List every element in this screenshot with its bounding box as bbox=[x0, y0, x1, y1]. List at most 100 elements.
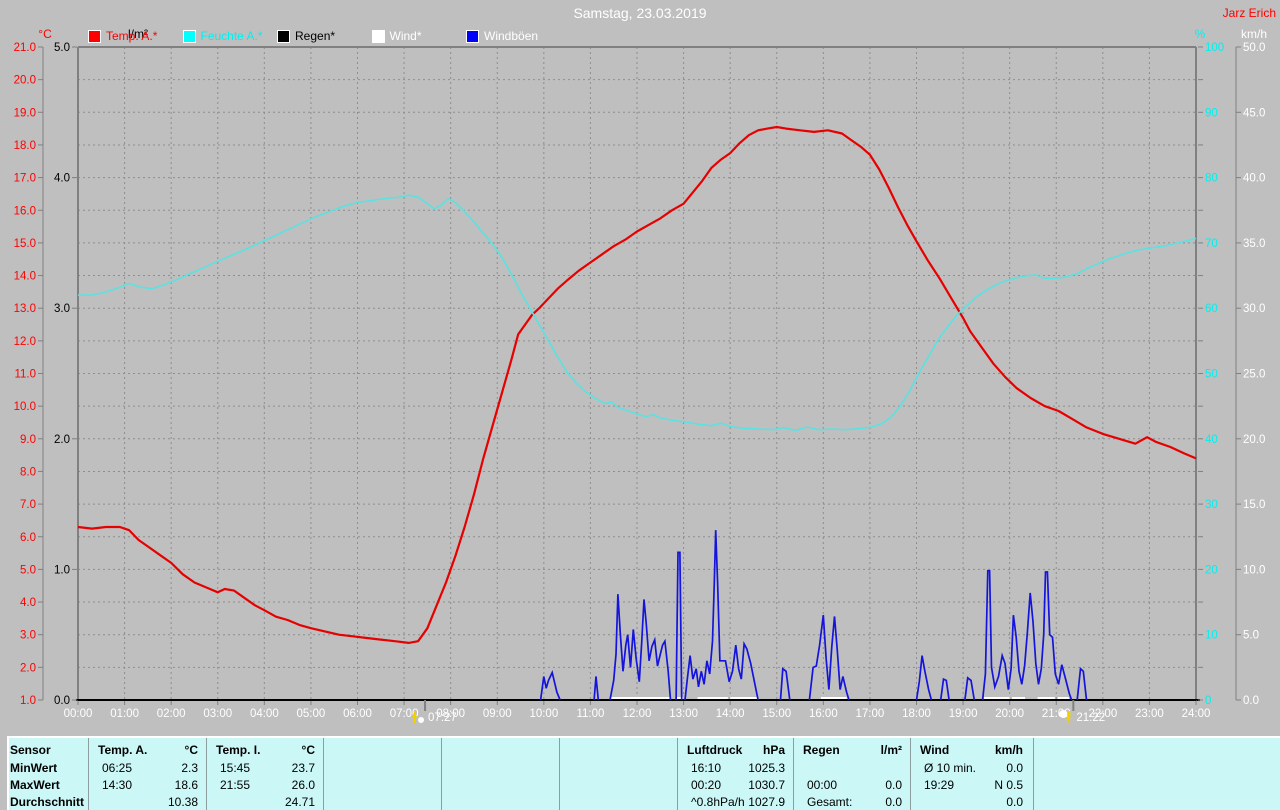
temp-axis-label: 20.0 bbox=[14, 75, 36, 87]
humidity-axis-label: 30 bbox=[1205, 499, 1218, 511]
axis-unit-rain: l/m² bbox=[128, 27, 148, 41]
legend-item-3: Wind* bbox=[371, 29, 422, 43]
rain-axis-label: 4.0 bbox=[54, 173, 70, 185]
hour-label: 08:00 bbox=[436, 708, 465, 720]
hour-label: 09:00 bbox=[483, 708, 512, 720]
hour-label: 07:00 bbox=[390, 708, 419, 720]
temp-axis-label: 3.0 bbox=[20, 630, 36, 642]
wind-axis-label: 35.0 bbox=[1243, 238, 1265, 250]
table-col-unit: °C bbox=[184, 743, 198, 757]
table-col-unit: °C bbox=[301, 743, 315, 757]
table-row-label: MinWert bbox=[10, 761, 58, 775]
table-cell-value: 1027.9 bbox=[748, 795, 785, 809]
gusts-series-line bbox=[684, 530, 759, 701]
table-cell-time: Ø 10 min. bbox=[924, 761, 977, 775]
axis-unit-humidity: % bbox=[1194, 27, 1206, 41]
weather-chart: 1.0 2.0 3.0 4.0 5.0 6.0 7.0 8.0 9.0 10.0 11.0 12.0 1… bbox=[14, 42, 1266, 724]
humidity-axis-label: 50 bbox=[1205, 369, 1218, 381]
table-column-divider bbox=[88, 738, 89, 810]
table-col-unit: l/m² bbox=[880, 743, 902, 757]
table-cell-value: 0.0 bbox=[885, 795, 902, 809]
table-cell-value: 2.3 bbox=[181, 761, 198, 775]
hour-label: 19:00 bbox=[949, 708, 978, 720]
gusts-series-line bbox=[915, 655, 933, 701]
wind-axis-label: 0.0 bbox=[1243, 695, 1259, 707]
humidity-axis-label: 90 bbox=[1205, 107, 1218, 119]
moon-icon bbox=[1059, 710, 1068, 718]
hour-label: 16:00 bbox=[809, 708, 838, 720]
table-column-divider bbox=[677, 738, 678, 810]
humidity-axis-label: 10 bbox=[1205, 630, 1218, 642]
temp-series-line bbox=[77, 125, 1197, 645]
table-cell-time: 06:25 bbox=[102, 761, 133, 775]
axis-unit-wind: km/h bbox=[1240, 27, 1267, 41]
table-col-header: Regen bbox=[803, 743, 840, 757]
hour-label: 02:00 bbox=[157, 708, 186, 720]
table-cell-value: 1030.7 bbox=[748, 778, 785, 792]
table-cell-value: 0.0 bbox=[1006, 795, 1023, 809]
table-column-divider bbox=[206, 738, 207, 810]
hour-label: 15:00 bbox=[762, 708, 791, 720]
station-author: Jarz Erich bbox=[1222, 6, 1276, 20]
sunrise-time-label: 07:27 bbox=[428, 712, 457, 724]
hour-label: 24:00 bbox=[1182, 708, 1211, 720]
temp-axis-label: 14.0 bbox=[14, 271, 36, 283]
hour-label: 12:00 bbox=[623, 708, 652, 720]
gusts-series-line bbox=[779, 667, 791, 701]
gusts-series-line bbox=[964, 676, 976, 701]
table-col-unit: hPa bbox=[762, 743, 785, 757]
rain-axis-label: 3.0 bbox=[54, 303, 70, 315]
sunrise-icon bbox=[412, 711, 418, 717]
temp-axis-label: 21.0 bbox=[14, 42, 36, 54]
temp-axis-label: 2.0 bbox=[20, 662, 36, 674]
humidity-axis-label: 70 bbox=[1205, 238, 1218, 250]
table-cell-value: 23.7 bbox=[291, 761, 315, 775]
page-title: Samstag, 23.03.2019 bbox=[573, 5, 707, 21]
wind-axis-label: 50.0 bbox=[1243, 42, 1265, 54]
table-cell-time: 00:00 bbox=[807, 778, 838, 792]
gusts-series-line bbox=[609, 594, 672, 701]
wind-axis-label: 15.0 bbox=[1243, 499, 1265, 511]
table-col-header: Luftdruck bbox=[687, 743, 743, 757]
hour-label: 22:00 bbox=[1088, 708, 1117, 720]
legend-swatch-icon bbox=[182, 29, 196, 43]
temp-axis-label: 6.0 bbox=[20, 532, 36, 544]
temp-axis-label: 12.0 bbox=[14, 336, 36, 348]
table-cell-time: Gesamt: bbox=[807, 795, 853, 809]
info-table: Sensor MinWert MaxWert Durchschnitt Temp. A.… bbox=[7, 736, 1280, 810]
temp-axis-label: 10.0 bbox=[14, 401, 36, 413]
table-column-divider bbox=[1033, 738, 1034, 810]
hour-label: 04:00 bbox=[250, 708, 279, 720]
humidity-axis-label: 20 bbox=[1205, 564, 1218, 576]
wind-axis-label: 20.0 bbox=[1243, 434, 1265, 446]
hour-label: 03:00 bbox=[203, 708, 232, 720]
table-cell-time: 16:10 bbox=[691, 761, 722, 775]
hour-label: 10:00 bbox=[529, 708, 558, 720]
legend-item-4: Windböen bbox=[466, 29, 538, 43]
hour-label: 18:00 bbox=[902, 708, 931, 720]
temp-axis-label: 15.0 bbox=[14, 238, 36, 250]
temp-axis-label: 5.0 bbox=[20, 564, 36, 576]
rain-axis-label: 1.0 bbox=[54, 564, 70, 576]
humidity-axis-label: 100 bbox=[1205, 42, 1224, 54]
legend-label: Windböen bbox=[484, 29, 539, 43]
hour-label: 23:00 bbox=[1135, 708, 1164, 720]
humidity-axis-label: 60 bbox=[1205, 303, 1218, 315]
table-cell-time: 15:45 bbox=[220, 761, 251, 775]
legend-label: Wind* bbox=[389, 29, 422, 43]
table-row-label: Sensor bbox=[10, 743, 51, 757]
humidity-axis-label: 0 bbox=[1205, 695, 1211, 707]
temp-axis-label: 4.0 bbox=[20, 597, 36, 609]
table-column-divider bbox=[559, 738, 560, 810]
legend-item-0: Temp. A.* bbox=[88, 29, 157, 43]
table-cell-value: 26.0 bbox=[291, 778, 315, 792]
axis-unit-temp: °C bbox=[38, 27, 52, 41]
gusts-series-line bbox=[539, 670, 561, 701]
table-column-divider bbox=[441, 738, 442, 810]
table-cell-value: N 0.5 bbox=[994, 778, 1023, 792]
legend-label: Feuchte A.* bbox=[200, 29, 263, 43]
cloud-icon bbox=[418, 717, 425, 723]
table-cell-time: 21:55 bbox=[220, 778, 251, 792]
wind-axis-label: 30.0 bbox=[1243, 303, 1265, 315]
hour-label: 06:00 bbox=[343, 708, 372, 720]
